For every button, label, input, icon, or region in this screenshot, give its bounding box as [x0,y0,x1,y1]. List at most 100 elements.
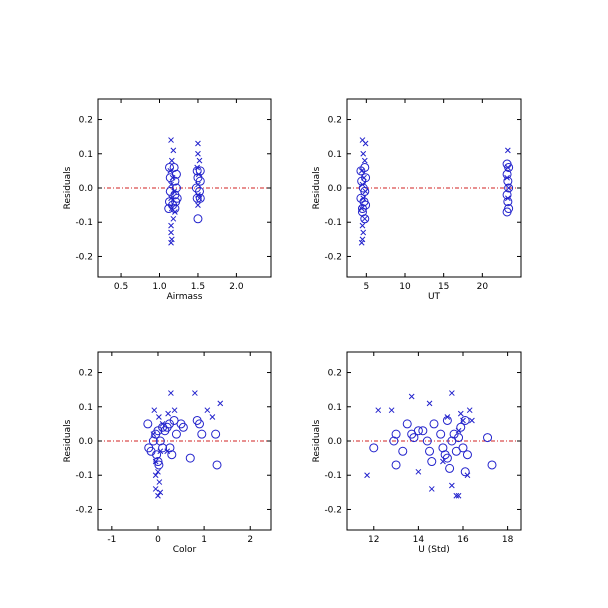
x-tick-label: 16 [457,535,469,545]
data-point-cross [504,174,510,181]
data-point-circle [402,419,412,429]
x-axis-label: U (Std) [418,545,449,555]
data-point-cross [168,157,175,164]
data-point-circle [165,186,175,196]
data-point-circle [165,162,175,172]
data-point-cross [359,181,366,188]
data-point-circle [460,415,470,425]
data-point-cross [155,492,161,499]
y-tick-label: 0.0 [328,437,343,447]
x-tick-label: 20 [477,282,489,292]
y-tick-label: 0.2 [328,116,342,126]
x-axis-label: Airmass [167,292,203,302]
y-tick-label: -0.1 [324,471,342,481]
data-point-circle [356,193,366,203]
data-point-cross [195,202,201,208]
data-point-cross [192,390,198,396]
data-point-cross [504,195,511,202]
data-point-cross [448,390,455,396]
data-point-cross [448,482,455,489]
y-tick-label: 0.2 [79,116,93,126]
x-axis-label: UT [428,292,441,302]
data-point-cross [360,229,367,236]
data-point-circle [178,422,188,432]
data-point-circle [436,429,446,439]
data-point-cross [360,150,367,157]
data-point-cross [415,468,422,475]
data-point-circle [169,162,179,172]
data-point-circle [153,457,163,467]
data-point-circle [195,193,205,203]
data-point-cross [170,147,177,154]
y-axis-label: Residuals [312,419,322,462]
data-point-cross [159,421,166,427]
x-tick-label: 1.5 [191,282,205,292]
data-point-cross [151,407,158,414]
data-point-cross [152,472,159,479]
data-point-circle [445,463,455,473]
data-point-circle [454,433,464,443]
data-point-circle [194,186,204,196]
data-point-circle [153,426,163,436]
data-point-cross [170,215,177,222]
data-point-cross [359,222,366,229]
data-point-circle [460,467,470,477]
data-point-circle [171,429,181,439]
data-point-cross [171,407,178,414]
data-point-circle [398,446,408,456]
data-point-cross [168,390,174,396]
y-axis-label: Residuals [312,166,322,209]
data-point-circle [191,183,201,193]
data-point-circle [502,207,512,217]
data-point-cross [194,164,201,171]
data-point-cross [167,168,174,174]
x-tick-label: 12 [368,535,379,545]
data-point-cross [408,393,415,400]
data-point-cross [157,489,164,496]
y-tick-label: 0.2 [328,369,342,379]
data-point-cross [168,137,174,143]
data-point-cross [156,479,163,485]
data-point-circle [152,450,162,460]
data-point-circle [165,443,175,453]
data-point-circle [170,204,180,214]
data-point-circle [158,443,168,453]
data-point-circle [165,197,175,207]
data-point-circle [360,186,370,196]
data-point-circle [197,429,207,439]
data-point-cross [375,407,382,414]
data-point-circle [456,422,466,432]
y-axis-label: Residuals [63,419,73,462]
panel-airmass: -0.2 -0.1 0.0 0.1 0.2 0.5 1.0 1.5 2.0 Airmass Resi… [63,98,272,302]
y-tick-label: 0.1 [79,403,93,413]
data-point-circle [195,166,205,176]
y-tick-label: 0.1 [79,150,93,160]
data-point-circle [503,176,513,186]
data-point-circle [172,193,182,203]
data-point-cross [505,185,512,191]
data-point-circle [462,450,472,460]
y-tick-label: -0.1 [75,471,93,481]
data-point-cross [469,417,475,424]
data-point-cross [364,472,370,479]
panel-ustd: -0.2 -0.1 0.0 0.1 0.2 12 14 16 18 U (Std) Residual… [312,351,522,555]
data-point-cross [172,209,178,215]
data-point-circle [409,433,419,443]
data-point-circle [158,422,168,432]
data-point-circle [357,176,367,186]
data-point-cross [155,468,161,475]
data-point-cross [466,407,473,414]
data-point-cross [362,140,369,147]
x-tick-label: 5 [363,282,369,292]
data-point-circle [413,426,423,436]
data-point-circle [194,419,204,429]
panel-color: -0.2 -0.1 0.0 0.1 0.2 -1 0 1 2 Color Residuals [63,351,272,555]
data-point-cross [196,157,203,164]
data-point-cross [209,414,216,420]
data-point-cross [358,239,365,246]
x-tick-label: 1.0 [152,282,167,292]
x-tick-label: 1 [201,535,207,545]
y-tick-label: -0.2 [324,252,342,262]
